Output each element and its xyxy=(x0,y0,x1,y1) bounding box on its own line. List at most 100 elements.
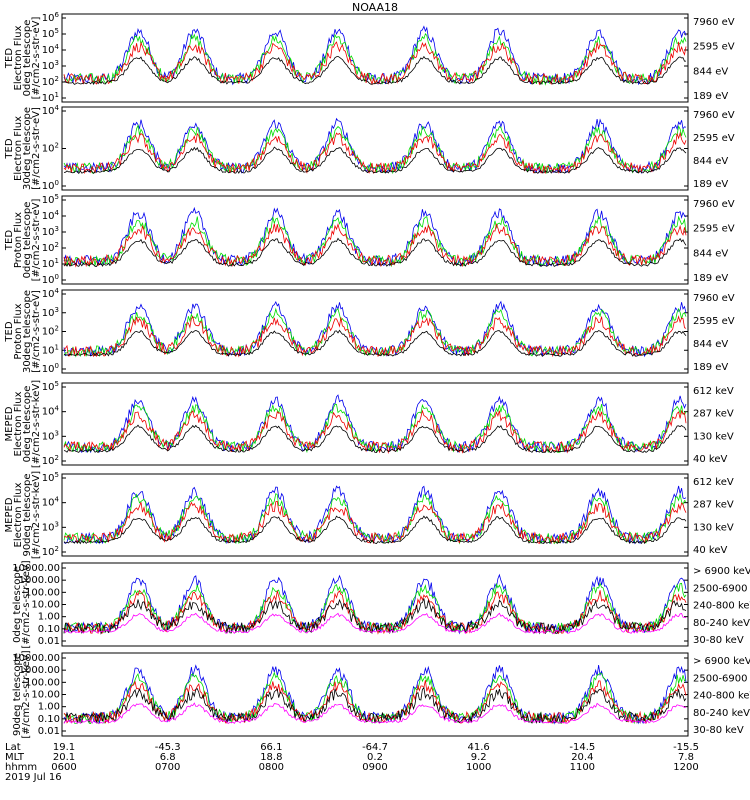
y-tick-label: 100.00 xyxy=(25,677,60,688)
y-axis-label: Electron Flux xyxy=(13,391,24,456)
series-line-4 xyxy=(63,329,687,357)
legend-entry: 287 keV xyxy=(693,409,734,420)
series-line-5 xyxy=(63,612,687,635)
y-axis-label: MEPED xyxy=(4,497,15,532)
x-tick-lat: -15.5 xyxy=(673,742,699,753)
legend-entry: 2595 eV xyxy=(693,224,735,235)
y-axis-label: [#/cm2-s-str-keV] xyxy=(21,650,32,738)
legend-entry: 287 keV xyxy=(693,500,734,511)
x-tick-hhmm: 1000 xyxy=(466,762,491,773)
y-axis-label: 0deg telescope xyxy=(12,566,23,643)
y-tick-label: 106 xyxy=(42,11,60,24)
y-tick-label: 103 xyxy=(42,306,59,319)
legend-entry: > 6900 keV xyxy=(693,566,750,577)
legend-entry: 7960 eV xyxy=(693,199,735,210)
legend-entry: > 6900 keV xyxy=(693,656,750,667)
y-axis-label: [#/cm2-s-str-keV] xyxy=(31,471,42,559)
legend-entry: 189 eV xyxy=(693,179,728,190)
y-tick-label: 102 xyxy=(42,454,59,467)
legend-entry: 40 keV xyxy=(693,545,727,556)
series-line-2 xyxy=(63,493,687,545)
y-tick-label: 102 xyxy=(42,325,59,338)
series-line-4 xyxy=(63,55,687,86)
series-line-3 xyxy=(63,41,687,86)
legend-entry: 612 keV xyxy=(693,386,734,397)
x-tick-hhmm: 0900 xyxy=(362,762,387,773)
x-tick-mlt: 20.1 xyxy=(53,752,75,763)
y-tick-label: 101 xyxy=(42,91,59,104)
y-axis-label: [#/cm2-s-str-eV] xyxy=(31,199,42,282)
y-tick-label: 100.00 xyxy=(25,587,60,598)
panel-frame xyxy=(61,13,689,103)
series-line-2 xyxy=(63,215,687,268)
y-axis-label: 30deg telescope xyxy=(22,290,33,373)
y-tick-label: 10.00 xyxy=(31,690,60,701)
y-tick-label: 103 xyxy=(42,225,59,238)
y-tick-label: 10000.00 xyxy=(12,653,60,664)
panel-frame xyxy=(61,289,689,374)
y-axis-label: 30deg telescope xyxy=(22,107,33,190)
y-tick-label: 1.00 xyxy=(38,702,60,713)
x-tick-mlt: 9.2 xyxy=(471,752,487,763)
x-tick-mlt: 7.8 xyxy=(678,752,694,763)
legend-entry: 189 eV xyxy=(693,91,728,102)
y-axis-label: [#/cm2-s-str-keV] xyxy=(21,560,32,648)
legend-entry: 130 keV xyxy=(693,431,734,442)
y-tick-label: 102 xyxy=(42,75,59,88)
series-line-3 xyxy=(63,409,687,455)
legend-entry: 2595 eV xyxy=(693,42,735,53)
legend-entry: 189 eV xyxy=(693,273,728,284)
legend-entry: 844 eV xyxy=(693,156,728,167)
series-line-3 xyxy=(63,222,687,268)
x-tick-mlt: 20.4 xyxy=(571,752,593,763)
x-row-label: MLT xyxy=(5,752,25,763)
series-line-4 xyxy=(63,424,687,454)
y-tick-label: 104 xyxy=(42,496,60,509)
legend-entry: 2595 eV xyxy=(693,133,735,144)
y-tick-label: 102 xyxy=(42,142,59,155)
series-line-4 xyxy=(63,598,687,635)
legend-entry: 7960 eV xyxy=(693,17,735,28)
legend-entry: 80-240 keV xyxy=(693,618,750,629)
x-tick-hhmm: 1100 xyxy=(570,762,595,773)
y-tick-label: 0.01 xyxy=(38,726,60,737)
x-row-label: Lat xyxy=(5,742,21,753)
y-tick-label: 105 xyxy=(42,471,59,484)
legend-entry: 30-80 keV xyxy=(693,635,744,646)
panel-frame xyxy=(61,106,689,191)
y-axis-label: [#/cm2-s-str-keV] xyxy=(31,380,42,468)
x-tick-hhmm: 0800 xyxy=(259,762,284,773)
y-tick-label: 104 xyxy=(42,405,60,418)
series-line-3 xyxy=(63,500,687,545)
series-line-4 xyxy=(63,237,687,267)
series-line-2 xyxy=(63,403,687,454)
x-tick-mlt: 18.8 xyxy=(260,752,282,763)
y-tick-label: 102 xyxy=(42,545,59,558)
legend-entry: 240-800 keV xyxy=(693,601,750,612)
x-tick-hhmm: 0700 xyxy=(155,762,180,773)
y-axis-label: TED xyxy=(4,230,15,251)
series-line-4 xyxy=(63,146,687,175)
x-tick-lat: -45.3 xyxy=(155,742,181,753)
legend-entry: 2500-6900 xyxy=(693,583,748,594)
x-tick-mlt: 6.8 xyxy=(160,752,176,763)
legend-entry: 7960 eV xyxy=(693,293,735,304)
y-axis-label: 0deg telescope xyxy=(22,202,33,279)
y-tick-label: 0.01 xyxy=(38,636,60,647)
y-axis-label: 0deg telescope xyxy=(22,386,33,463)
date-label: 2019 Jul 16 xyxy=(5,772,62,783)
legend-entry: 130 keV xyxy=(693,522,734,533)
y-axis-label: TED xyxy=(4,48,15,69)
y-tick-label: 1.00 xyxy=(38,612,60,623)
y-axis-label: TED xyxy=(4,321,15,342)
legend-entry: 40 keV xyxy=(693,454,727,465)
y-tick-label: 105 xyxy=(42,27,59,40)
x-tick-lat: 66.1 xyxy=(260,742,282,753)
y-tick-label: 10.00 xyxy=(31,600,60,611)
